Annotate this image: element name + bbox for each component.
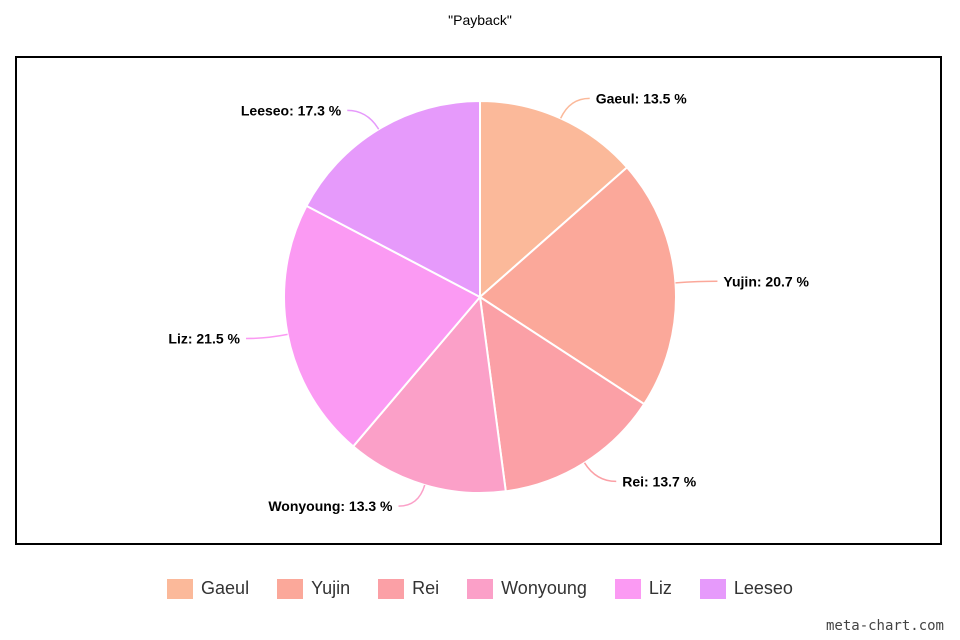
pie-slice-rei[interactable] — [478, 294, 646, 493]
legend-label: Wonyoung — [501, 578, 587, 598]
pie-slice-leeseo[interactable] — [305, 99, 481, 299]
watermark: meta-chart.com — [825, 618, 944, 634]
leader-line-rei — [583, 462, 617, 483]
legend-swatch — [277, 578, 304, 599]
slice-label-leeseo: Leeseo: 17.3 % — [241, 102, 342, 118]
pie-chart: Gaeul: 13.5 % Yujin: 20.7 % Rei: 13.7 % Won… — [168, 90, 809, 514]
legend-swatch — [167, 578, 194, 599]
legend-item-wonyoung[interactable]: Wonyoung — [467, 578, 587, 599]
legend-label: Gaeul — [201, 578, 250, 598]
leader-line-leeseo — [347, 109, 380, 130]
legend-item-yujin[interactable]: Yujin — [277, 578, 350, 599]
chart-frame — [15, 56, 942, 545]
leader-line-liz — [245, 333, 288, 340]
pie-slice-liz[interactable] — [283, 204, 482, 448]
pie-slice-gaeul[interactable] — [479, 99, 629, 300]
legend-label: Liz — [648, 578, 672, 598]
legend-label: Leeseo — [733, 578, 793, 598]
leader-line-wonyoung — [398, 484, 426, 507]
leader-line-gaeul — [559, 97, 590, 119]
legend-label: Rei — [412, 578, 440, 598]
legend-swatch — [614, 578, 641, 599]
legend-swatch — [378, 578, 405, 599]
legend: Gaeul Yujin Rei Wonyoung Liz Leeseo — [0, 578, 960, 599]
chart-title: "Payback" — [448, 12, 512, 28]
legend-item-liz[interactable]: Liz — [614, 578, 672, 599]
slice-label-wonyoung: Wonyoung: 13.3 % — [268, 498, 393, 514]
slice-label-liz: Liz: 21.5 % — [168, 331, 240, 347]
legend-label: Yujin — [311, 578, 351, 598]
legend-item-gaeul[interactable]: Gaeul — [167, 578, 249, 599]
slice-label-yujin: Yujin: 20.7 % — [723, 273, 809, 289]
legend-swatch — [467, 578, 494, 599]
slice-label-gaeul: Gaeul: 13.5 % — [596, 90, 688, 106]
legend-item-rei[interactable]: Rei — [378, 578, 439, 599]
legend-item-leeseo[interactable]: Leeseo — [699, 578, 793, 599]
slice-label-rei: Rei: 13.7 % — [622, 473, 696, 489]
leader-line-yujin — [675, 280, 718, 284]
pie-slice-wonyoung[interactable] — [351, 294, 507, 494]
legend-swatch — [699, 578, 726, 599]
